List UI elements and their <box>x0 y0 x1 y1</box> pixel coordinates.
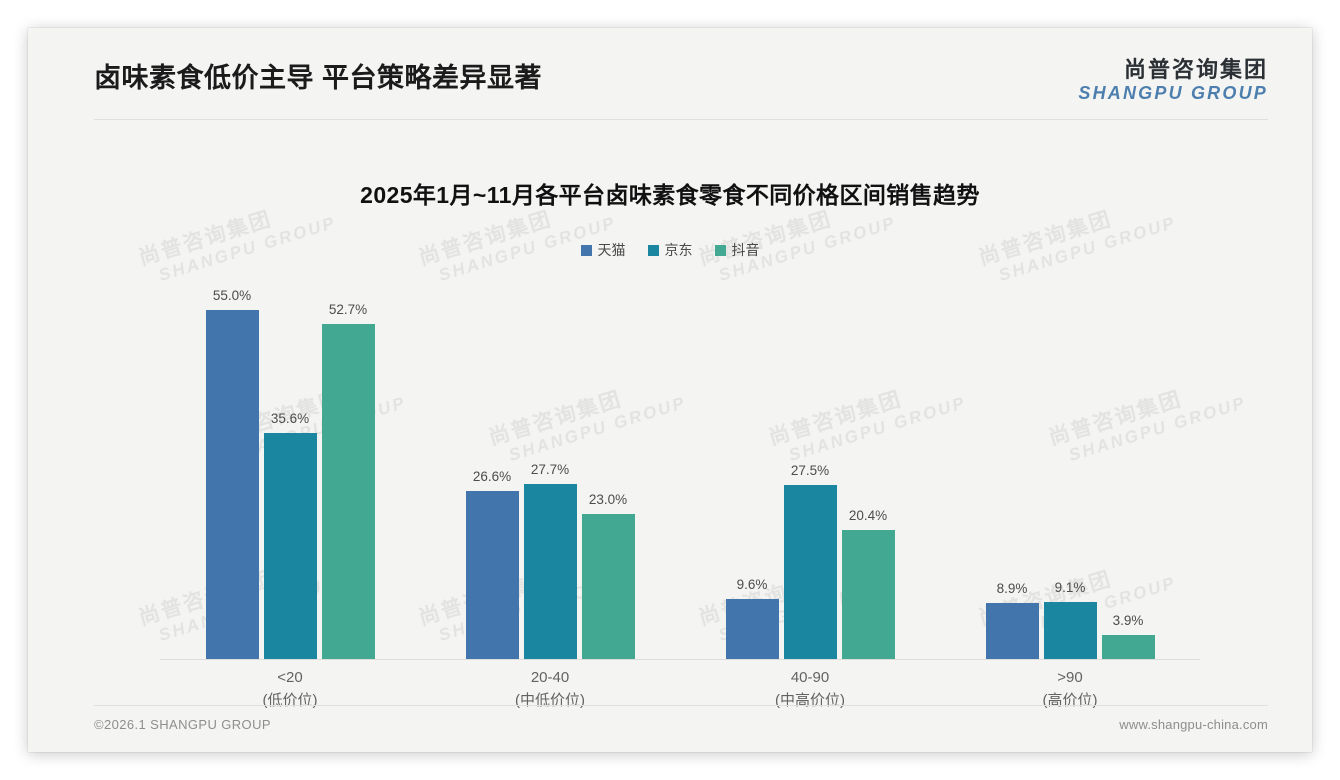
legend-item-京东[interactable]: 京东 <box>647 240 693 260</box>
bar-value-label: 27.7% <box>530 461 570 477</box>
bar-天猫-40-90[interactable] <box>725 598 779 660</box>
bar-column: 23.0% <box>581 278 635 660</box>
bar-value-label: 27.5% <box>790 462 830 478</box>
bar-column: 52.7% <box>321 278 375 660</box>
bar-group: 55.0% 35.6% 52.7% <box>160 278 420 660</box>
bar-value-label: 9.6% <box>736 576 768 592</box>
legend-label: 天猫 <box>597 242 626 258</box>
legend-swatch-icon <box>714 244 726 256</box>
x-axis-tick-range: 20-40 <box>530 669 570 686</box>
x-axis-tick-sublabel: (中低价位) <box>515 692 585 710</box>
x-axis-tick-sublabel: (低价位) <box>262 692 318 710</box>
x-axis-line <box>160 659 1200 660</box>
x-axis-tick-sublabel: (高价位) <box>1042 692 1098 710</box>
bar-column: 9.1% <box>1043 278 1097 660</box>
logo-english-name: SHANGPU GROUP <box>1078 82 1268 103</box>
chart-title: 2025年1月~11月各平台卤味素食零食不同价格区间销售趋势 <box>360 182 980 208</box>
legend-item-天猫[interactable]: 天猫 <box>580 240 626 260</box>
bar-column: 35.6% <box>263 278 317 660</box>
bar-group: 26.6% 27.7% 23.0% <box>420 278 680 660</box>
bar-天猫-<20[interactable] <box>205 309 259 660</box>
bar-column: 3.9% <box>1101 278 1155 660</box>
footer-copyright: ©2026.1 SHANGPU GROUP <box>94 717 271 732</box>
bar-group: 9.6% 27.5% 20.4% <box>680 278 940 660</box>
bar-value-label: 23.0% <box>588 491 628 507</box>
bar-column: 20.4% <box>841 278 895 660</box>
slide-header: 卤味素食低价主导 平台策略差异显著 尚普咨询集团 SHANGPU GROUP <box>28 28 1312 120</box>
bar-抖音-<20[interactable] <box>321 324 375 660</box>
bar-column: 26.6% <box>465 278 519 660</box>
bar-column: 27.7% <box>523 278 577 660</box>
bar-京东-<20[interactable] <box>263 433 317 660</box>
bar-抖音-20-40[interactable] <box>581 513 635 660</box>
page-title: 卤味素食低价主导 平台策略差异显著 <box>94 63 543 93</box>
bar-抖音->90[interactable] <box>1101 635 1155 660</box>
bar-京东->90[interactable] <box>1043 602 1097 660</box>
header-divider <box>94 119 1268 120</box>
footer-website[interactable]: www.shangpu-china.com <box>1119 717 1268 732</box>
legend-swatch-icon <box>580 244 592 256</box>
bar-value-label: 20.4% <box>848 508 888 524</box>
x-axis-tick-range: 40-90 <box>790 669 830 686</box>
bar-column: 55.0% <box>205 278 259 660</box>
bar-value-label: 26.6% <box>472 468 512 484</box>
bar-value-label: 9.1% <box>1054 580 1086 596</box>
bar-京东-40-90[interactable] <box>783 484 837 660</box>
legend-label: 京东 <box>664 242 693 258</box>
bar-group: 8.9% 9.1% 3.9% <box>940 278 1200 660</box>
bar-京东-20-40[interactable] <box>523 483 577 660</box>
bar-column: 27.5% <box>783 278 837 660</box>
footer-divider <box>94 705 1268 706</box>
slide-canvas: 尚普咨询集团 SHANGPU GROUP 尚普咨询集团 SHANGPU GROUP 尚普… <box>28 28 1312 752</box>
bar-value-label: 8.9% <box>996 581 1028 597</box>
x-axis-tick-sublabel: (中高价位) <box>775 692 845 710</box>
bar-抖音-40-90[interactable] <box>841 530 895 660</box>
x-axis-tick-range: <20 <box>277 669 303 686</box>
bar-value-label: 55.0% <box>212 287 252 303</box>
bar-天猫-20-40[interactable] <box>465 490 519 660</box>
bar-value-label: 35.6% <box>270 411 310 427</box>
bar-value-label: 52.7% <box>328 302 368 318</box>
x-axis-tick-range: >90 <box>1057 669 1083 686</box>
bar-column: 9.6% <box>725 278 779 660</box>
chart-legend: 天猫 京东 抖音 <box>28 240 1312 260</box>
legend-swatch-icon <box>647 244 659 256</box>
legend-item-抖音[interactable]: 抖音 <box>714 240 760 260</box>
brand-logo: 尚普咨询集团 SHANGPU GROUP <box>1078 57 1268 103</box>
logo-chinese-name: 尚普咨询集团 <box>1123 57 1268 82</box>
bar-天猫->90[interactable] <box>985 603 1039 660</box>
bar-column: 8.9% <box>985 278 1039 660</box>
bar-value-label: 3.9% <box>1112 613 1144 629</box>
chart-plot-area: 55.0% 35.6% 52.7% 26.6% 27.7% 23.0% 9.6% 27.5% 2… <box>160 278 1200 660</box>
legend-label: 抖音 <box>731 242 760 258</box>
